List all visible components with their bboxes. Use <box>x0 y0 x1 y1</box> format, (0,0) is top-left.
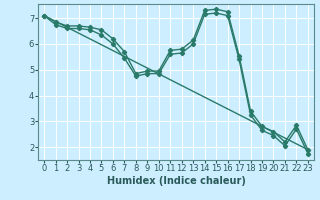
X-axis label: Humidex (Indice chaleur): Humidex (Indice chaleur) <box>107 176 245 186</box>
